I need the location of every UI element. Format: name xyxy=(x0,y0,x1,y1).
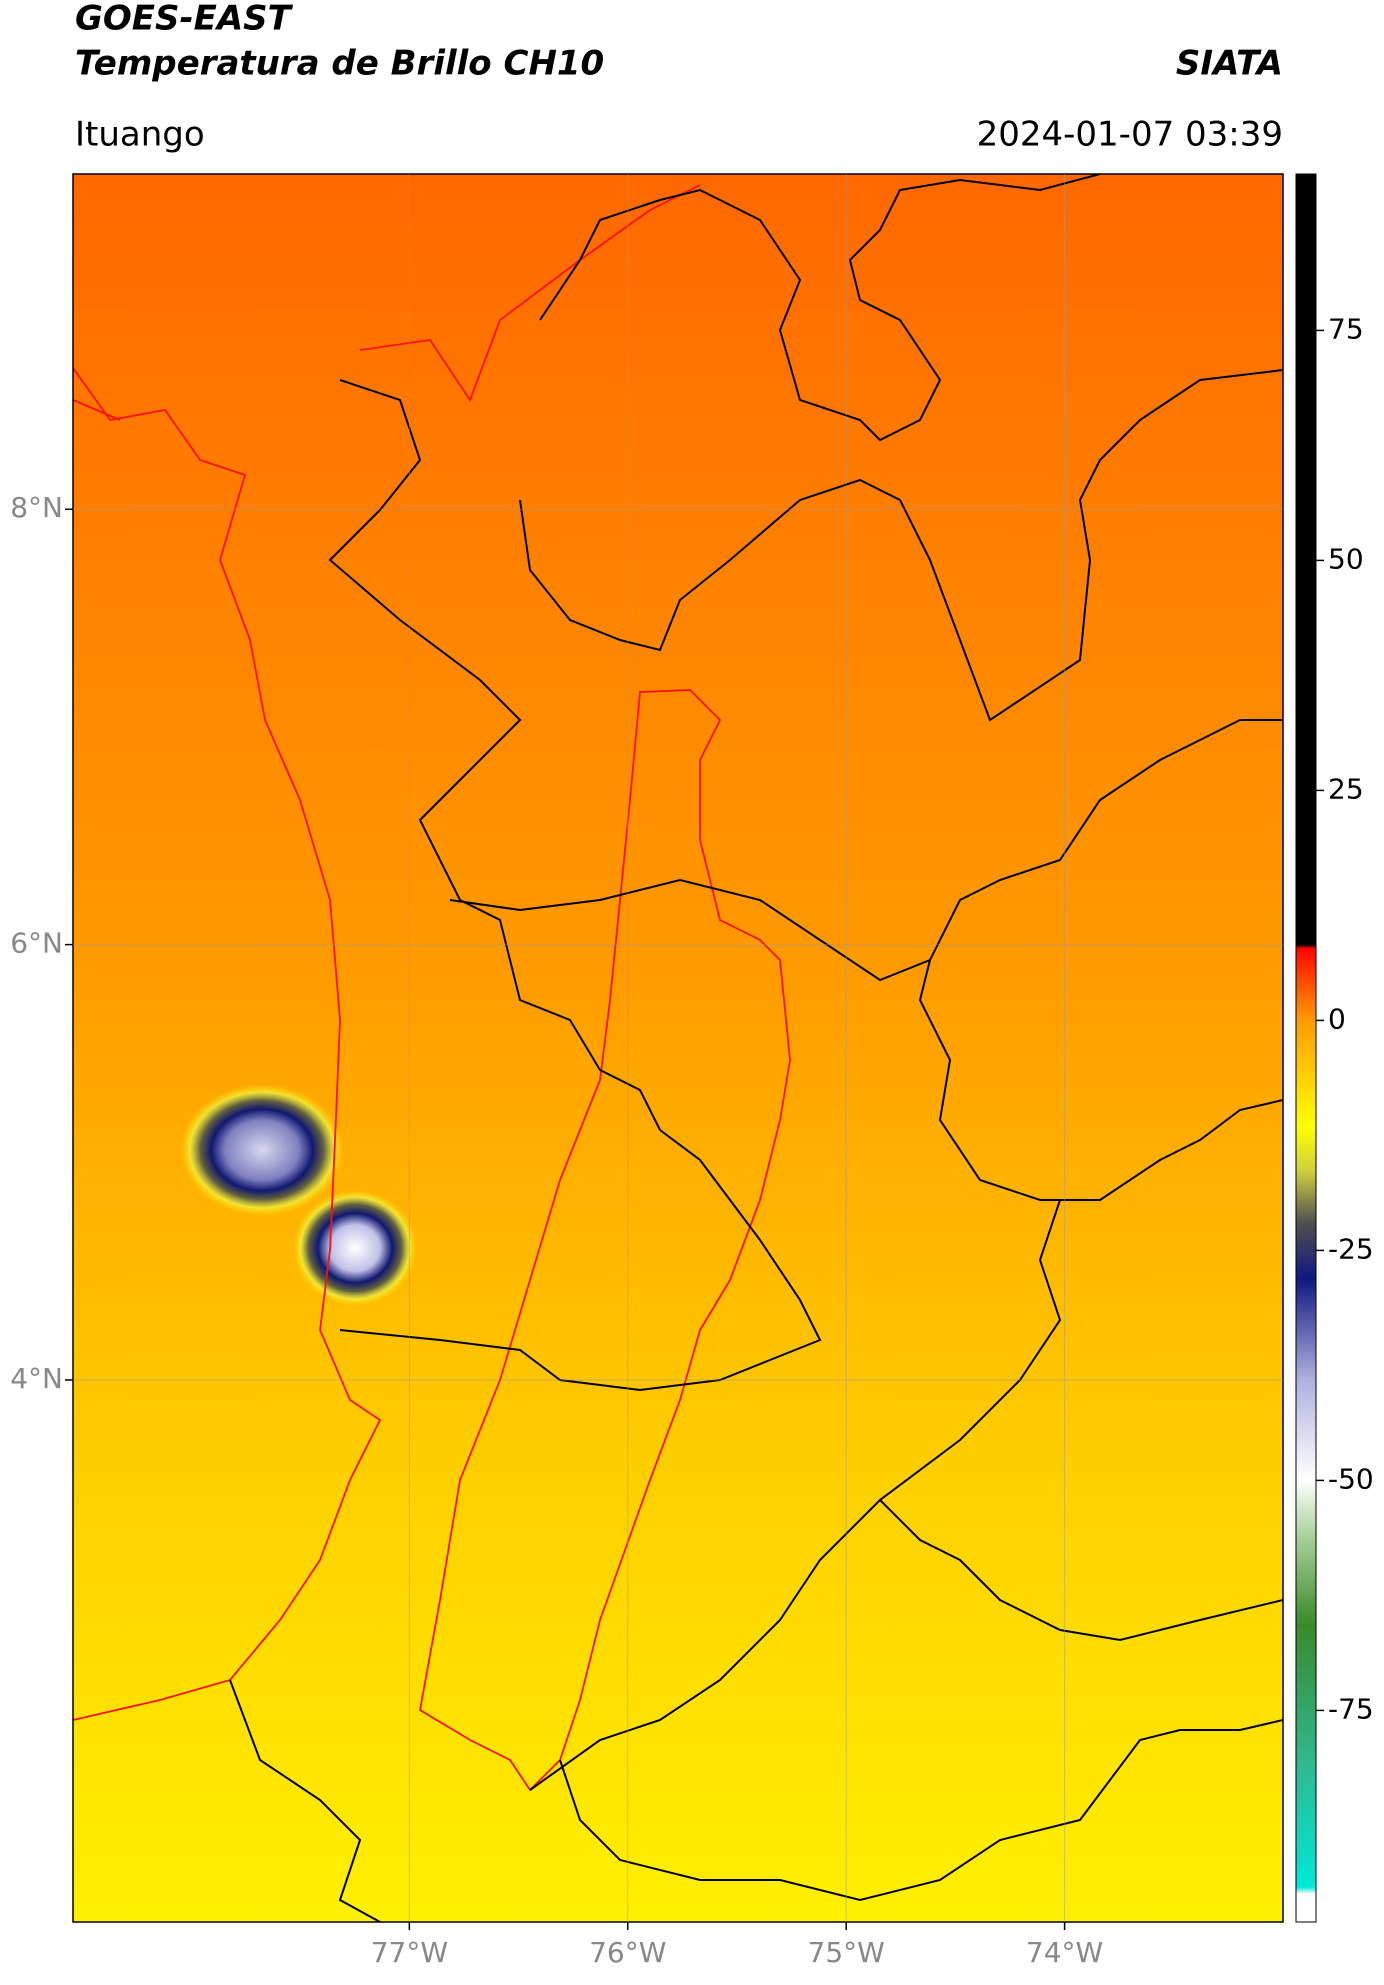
boundary xyxy=(879,1499,1283,1642)
cloud xyxy=(180,1084,344,1216)
coastline xyxy=(73,184,701,421)
colorbar-tick-label: 25 xyxy=(1328,772,1364,805)
x-tick-label: 77°W xyxy=(371,1936,448,1969)
x-tick-label: 74°W xyxy=(1026,1936,1103,1969)
colorbar-tick-label: -75 xyxy=(1328,1692,1374,1725)
source: SIATA xyxy=(1176,44,1283,84)
cloud xyxy=(293,1190,417,1306)
colorbar-tick-label: -50 xyxy=(1328,1462,1374,1495)
map xyxy=(73,174,1283,1922)
colorbar-tick-label: 50 xyxy=(1328,542,1364,575)
boundary xyxy=(539,174,1101,442)
colorbar-tick-label: 0 xyxy=(1328,1002,1346,1035)
river-basin xyxy=(419,689,791,1792)
boundary xyxy=(918,959,1283,1201)
boundary xyxy=(529,1199,1062,1791)
colorbar-tick-label: 75 xyxy=(1328,312,1364,345)
location: Ituango xyxy=(75,115,205,155)
boundary xyxy=(449,719,1283,982)
x-tick-label: 75°W xyxy=(808,1936,885,1969)
map-background xyxy=(73,174,1283,1922)
boundary xyxy=(519,369,1283,722)
x-tick-label: 76°W xyxy=(589,1936,666,1969)
boundary xyxy=(328,379,822,1392)
boundary xyxy=(559,1719,1283,1902)
subtitle: Temperatura de Brillo CH10 xyxy=(75,44,604,84)
y-tick-label: 8°N xyxy=(10,491,63,524)
map-frame xyxy=(72,173,1284,1923)
colorbar-tick-label: -25 xyxy=(1328,1232,1374,1265)
y-tick-label: 4°N xyxy=(10,1362,63,1395)
datetime: 2024-01-07 03:39 xyxy=(977,115,1283,155)
boundary xyxy=(229,1679,381,1922)
colorbar xyxy=(1295,173,1317,1923)
coastline xyxy=(73,367,382,1721)
y-tick-label: 6°N xyxy=(10,927,63,960)
title: GOES-EAST xyxy=(75,0,294,39)
